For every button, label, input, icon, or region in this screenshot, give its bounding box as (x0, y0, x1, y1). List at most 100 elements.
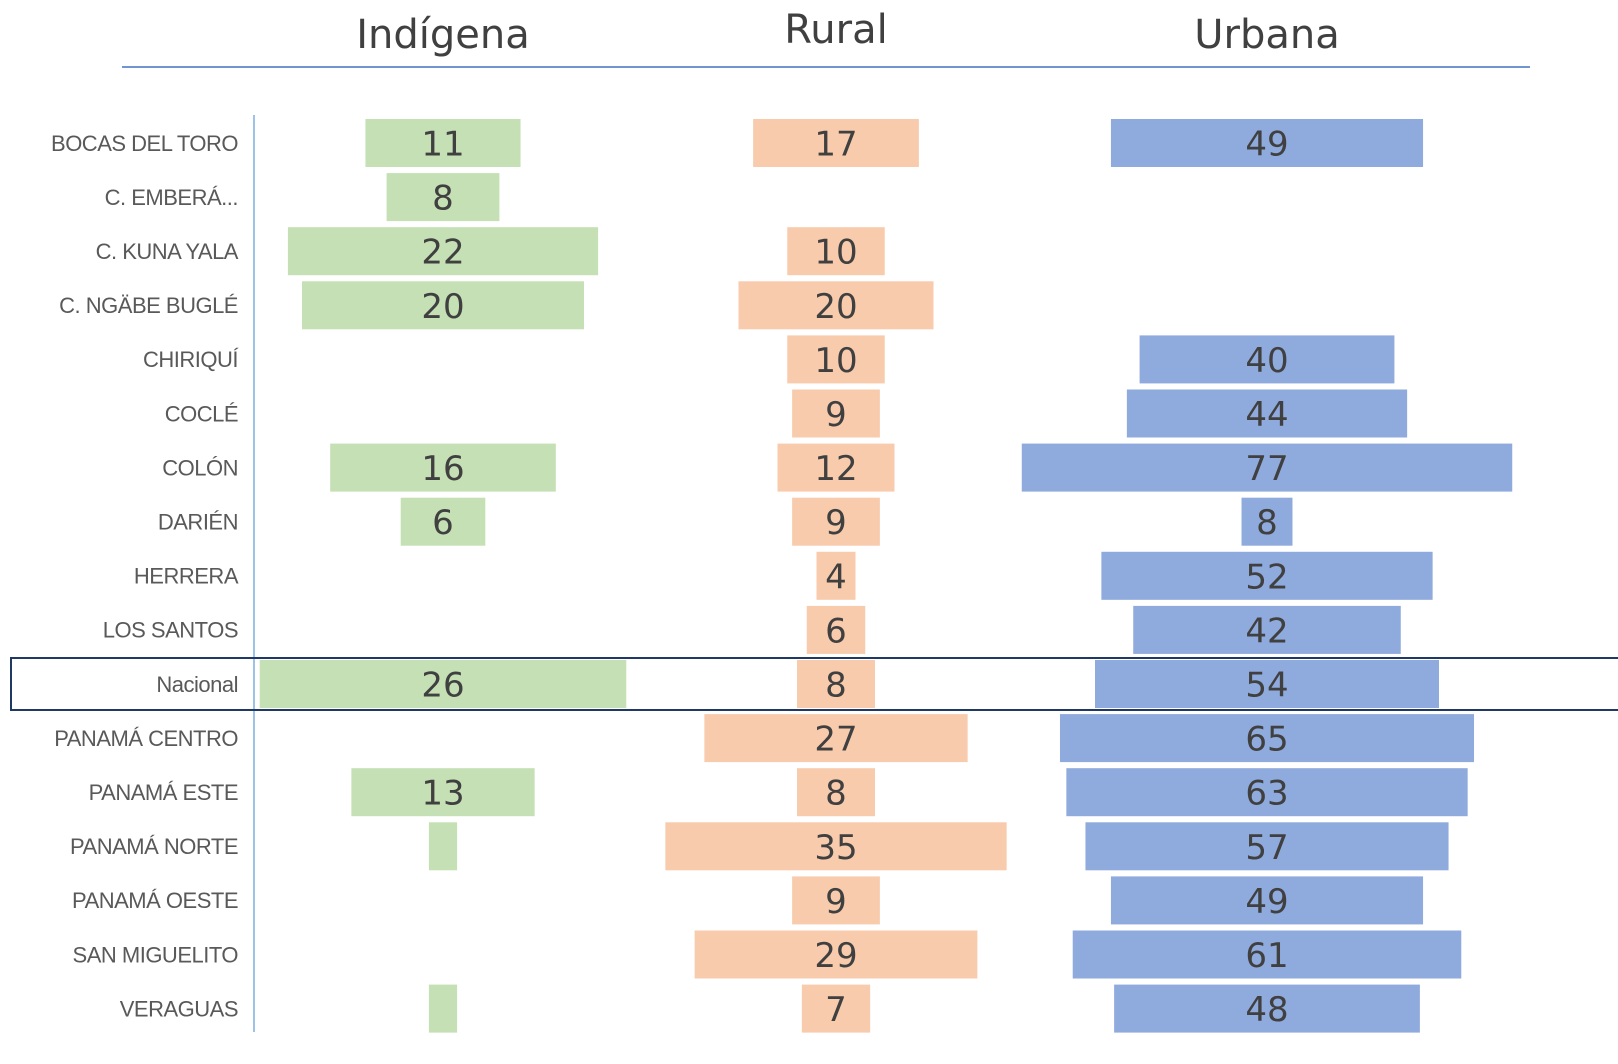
data-label: 12 (814, 449, 857, 489)
bar (1114, 984, 1420, 1033)
bar (302, 281, 584, 330)
bar (386, 173, 500, 222)
data-label: 54 (1245, 666, 1288, 706)
data-label: 20 (814, 287, 857, 327)
category-label: DARIÉN (158, 510, 238, 535)
data-label: 4 (825, 557, 847, 597)
category-label: C. EMBERÁ... (105, 185, 238, 210)
bar (1110, 876, 1424, 925)
bar (1241, 497, 1293, 546)
highlight-box (10, 657, 1618, 711)
bar (259, 660, 627, 708)
category-label: Nacional (156, 672, 238, 697)
data-label: 22 (421, 233, 464, 273)
bar (738, 281, 934, 330)
data-label: 7 (825, 990, 847, 1030)
data-label: 9 (825, 503, 847, 543)
bar (792, 497, 880, 546)
bar (428, 822, 458, 871)
bar (1066, 768, 1468, 817)
bar (777, 443, 895, 492)
category-label: LOS SANTOS (103, 618, 238, 643)
category-label: COCLÉ (165, 401, 238, 426)
bar (797, 768, 875, 817)
bar (287, 227, 599, 276)
data-label: 8 (432, 179, 454, 219)
column-header: Indígena (356, 12, 530, 58)
category-label: COLÓN (162, 455, 238, 480)
bar (1126, 389, 1408, 438)
bar (330, 443, 556, 492)
bar (753, 119, 919, 167)
bar (665, 822, 1007, 871)
data-label: 16 (421, 449, 464, 489)
bar (1072, 930, 1462, 979)
bar (1139, 335, 1395, 384)
bar (816, 551, 856, 600)
bar (1085, 822, 1449, 871)
bar (1095, 660, 1439, 708)
category-label: BOCAS DEL TORO (51, 131, 238, 156)
data-label: 8 (1256, 503, 1278, 543)
data-label: 29 (814, 936, 857, 976)
data-label: 52 (1245, 557, 1288, 597)
data-label: 11 (421, 125, 464, 165)
bar (1101, 551, 1433, 600)
bar (806, 605, 866, 654)
data-label: 6 (825, 611, 847, 651)
bar (1059, 714, 1475, 763)
data-label: 49 (1245, 882, 1288, 922)
category-label: CHIRIQUÍ (143, 347, 239, 372)
category-label: PANAMÁ ESTE (89, 780, 238, 805)
data-label: 42 (1245, 611, 1288, 651)
bar (1133, 605, 1401, 654)
data-label: 40 (1245, 341, 1288, 381)
bar (351, 768, 535, 817)
category-label: C. NGÄBE BUGLÉ (59, 293, 238, 318)
data-label: 48 (1245, 990, 1288, 1030)
data-label: 35 (814, 828, 857, 868)
bar (787, 227, 885, 276)
bar (792, 876, 880, 925)
bar (365, 119, 521, 167)
bar (787, 335, 885, 384)
data-label: 13 (421, 774, 464, 814)
category-label: VERAGUAS (120, 996, 238, 1021)
category-label: PANAMÁ OESTE (72, 888, 238, 913)
bar (400, 497, 486, 546)
data-label: 10 (814, 233, 857, 273)
data-label: 57 (1245, 828, 1288, 868)
data-label: 6 (432, 503, 454, 543)
column-header: Urbana (1194, 12, 1340, 58)
bar (797, 660, 875, 708)
data-label: 26 (421, 666, 464, 706)
data-label: 65 (1245, 720, 1288, 760)
data-label: 61 (1245, 936, 1288, 976)
column-header: Rural (784, 7, 887, 53)
category-label: HERRERA (134, 564, 239, 589)
data-label: 77 (1245, 449, 1288, 489)
data-label: 9 (825, 395, 847, 435)
data-label: 9 (825, 882, 847, 922)
data-label: 44 (1245, 395, 1288, 435)
category-label: SAN MIGUELITO (73, 942, 239, 967)
data-label: 8 (825, 666, 847, 706)
bar (704, 714, 968, 763)
category-label: PANAMÁ CENTRO (54, 726, 238, 751)
category-label: PANAMÁ NORTE (70, 834, 238, 859)
data-label: 17 (814, 125, 857, 165)
bar (792, 389, 880, 438)
data-label: 27 (814, 720, 857, 760)
bar (1021, 443, 1513, 492)
data-label: 20 (421, 287, 464, 327)
data-label: 8 (825, 774, 847, 814)
data-label: 63 (1245, 774, 1288, 814)
bar (1110, 119, 1424, 167)
bar (694, 930, 978, 979)
bar (428, 984, 458, 1033)
data-label: 49 (1245, 125, 1288, 165)
data-label: 10 (814, 341, 857, 381)
bar (801, 984, 871, 1033)
category-label: C. KUNA YALA (96, 239, 239, 264)
